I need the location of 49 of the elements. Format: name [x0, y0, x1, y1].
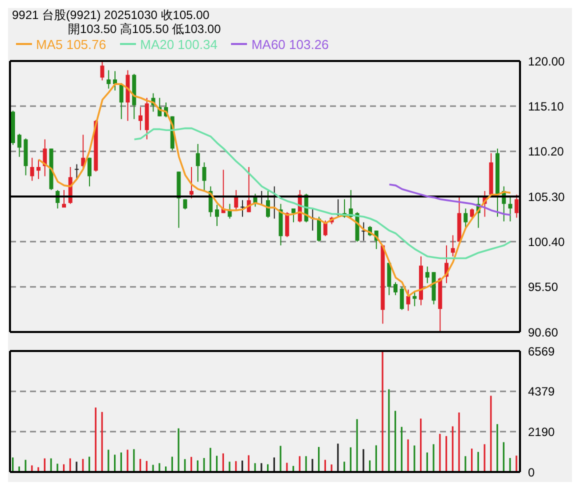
- candlestick: [406, 289, 410, 312]
- y-tick-label: 100.40: [528, 234, 566, 249]
- candlestick: [240, 200, 244, 218]
- candlestick: [106, 70, 111, 90]
- y-tick-label: 95.50: [528, 280, 558, 294]
- legend-label: MA5 105.76: [36, 36, 106, 52]
- candlestick: [30, 157, 34, 182]
- y-tick-label: 0: [528, 465, 535, 480]
- candlestick: [464, 208, 468, 228]
- candlestick: [74, 164, 79, 180]
- candlestick: [100, 61, 104, 81]
- candlestick: [17, 133, 22, 158]
- candlestick: [323, 220, 328, 237]
- candlestick: [425, 266, 430, 284]
- candlestick: [292, 208, 296, 223]
- y-tick-label: 115.10: [528, 99, 564, 114]
- candlestick: [138, 106, 142, 131]
- chart-title: 9921 台股(9921) 20251030 收105.00: [11, 8, 210, 22]
- legend-label: MA20 100.34: [140, 36, 218, 52]
- candlestick: [202, 162, 206, 192]
- y-tick-label: 6569: [528, 344, 556, 358]
- candlestick: [215, 204, 219, 226]
- candlestick: [36, 159, 40, 180]
- line-series: [388, 184, 512, 216]
- candlestick: [514, 194, 519, 218]
- y-tick-label: 105.30: [528, 190, 566, 204]
- candlestick: [508, 196, 512, 222]
- candlestick: [266, 190, 270, 218]
- candlestick: [470, 208, 474, 218]
- candlestick: [285, 212, 290, 238]
- candlestick: [450, 234, 455, 257]
- candlestick: [119, 82, 124, 120]
- y-tick-label: 110.20: [528, 144, 564, 159]
- candlestick: [412, 290, 417, 307]
- chart-subtitle: 開103.50 高105.50 低103.00: [67, 22, 222, 36]
- y-tick-label: 4379: [528, 384, 556, 399]
- candlestick: [317, 216, 321, 242]
- candlestick: [62, 190, 66, 208]
- y-tick-label: 2190: [528, 424, 556, 439]
- candlestick: [394, 282, 398, 296]
- candlestick: [88, 157, 92, 187]
- candlestick: [190, 166, 194, 199]
- candlestick: [196, 143, 200, 182]
- candlestick: [387, 262, 392, 296]
- y-tick-label: 90.60: [528, 325, 558, 340]
- line-series: [133, 127, 512, 260]
- y-tick-label: 120.00: [528, 54, 566, 68]
- legend-label: MA60 103.26: [251, 36, 329, 52]
- candlestick: [400, 286, 404, 310]
